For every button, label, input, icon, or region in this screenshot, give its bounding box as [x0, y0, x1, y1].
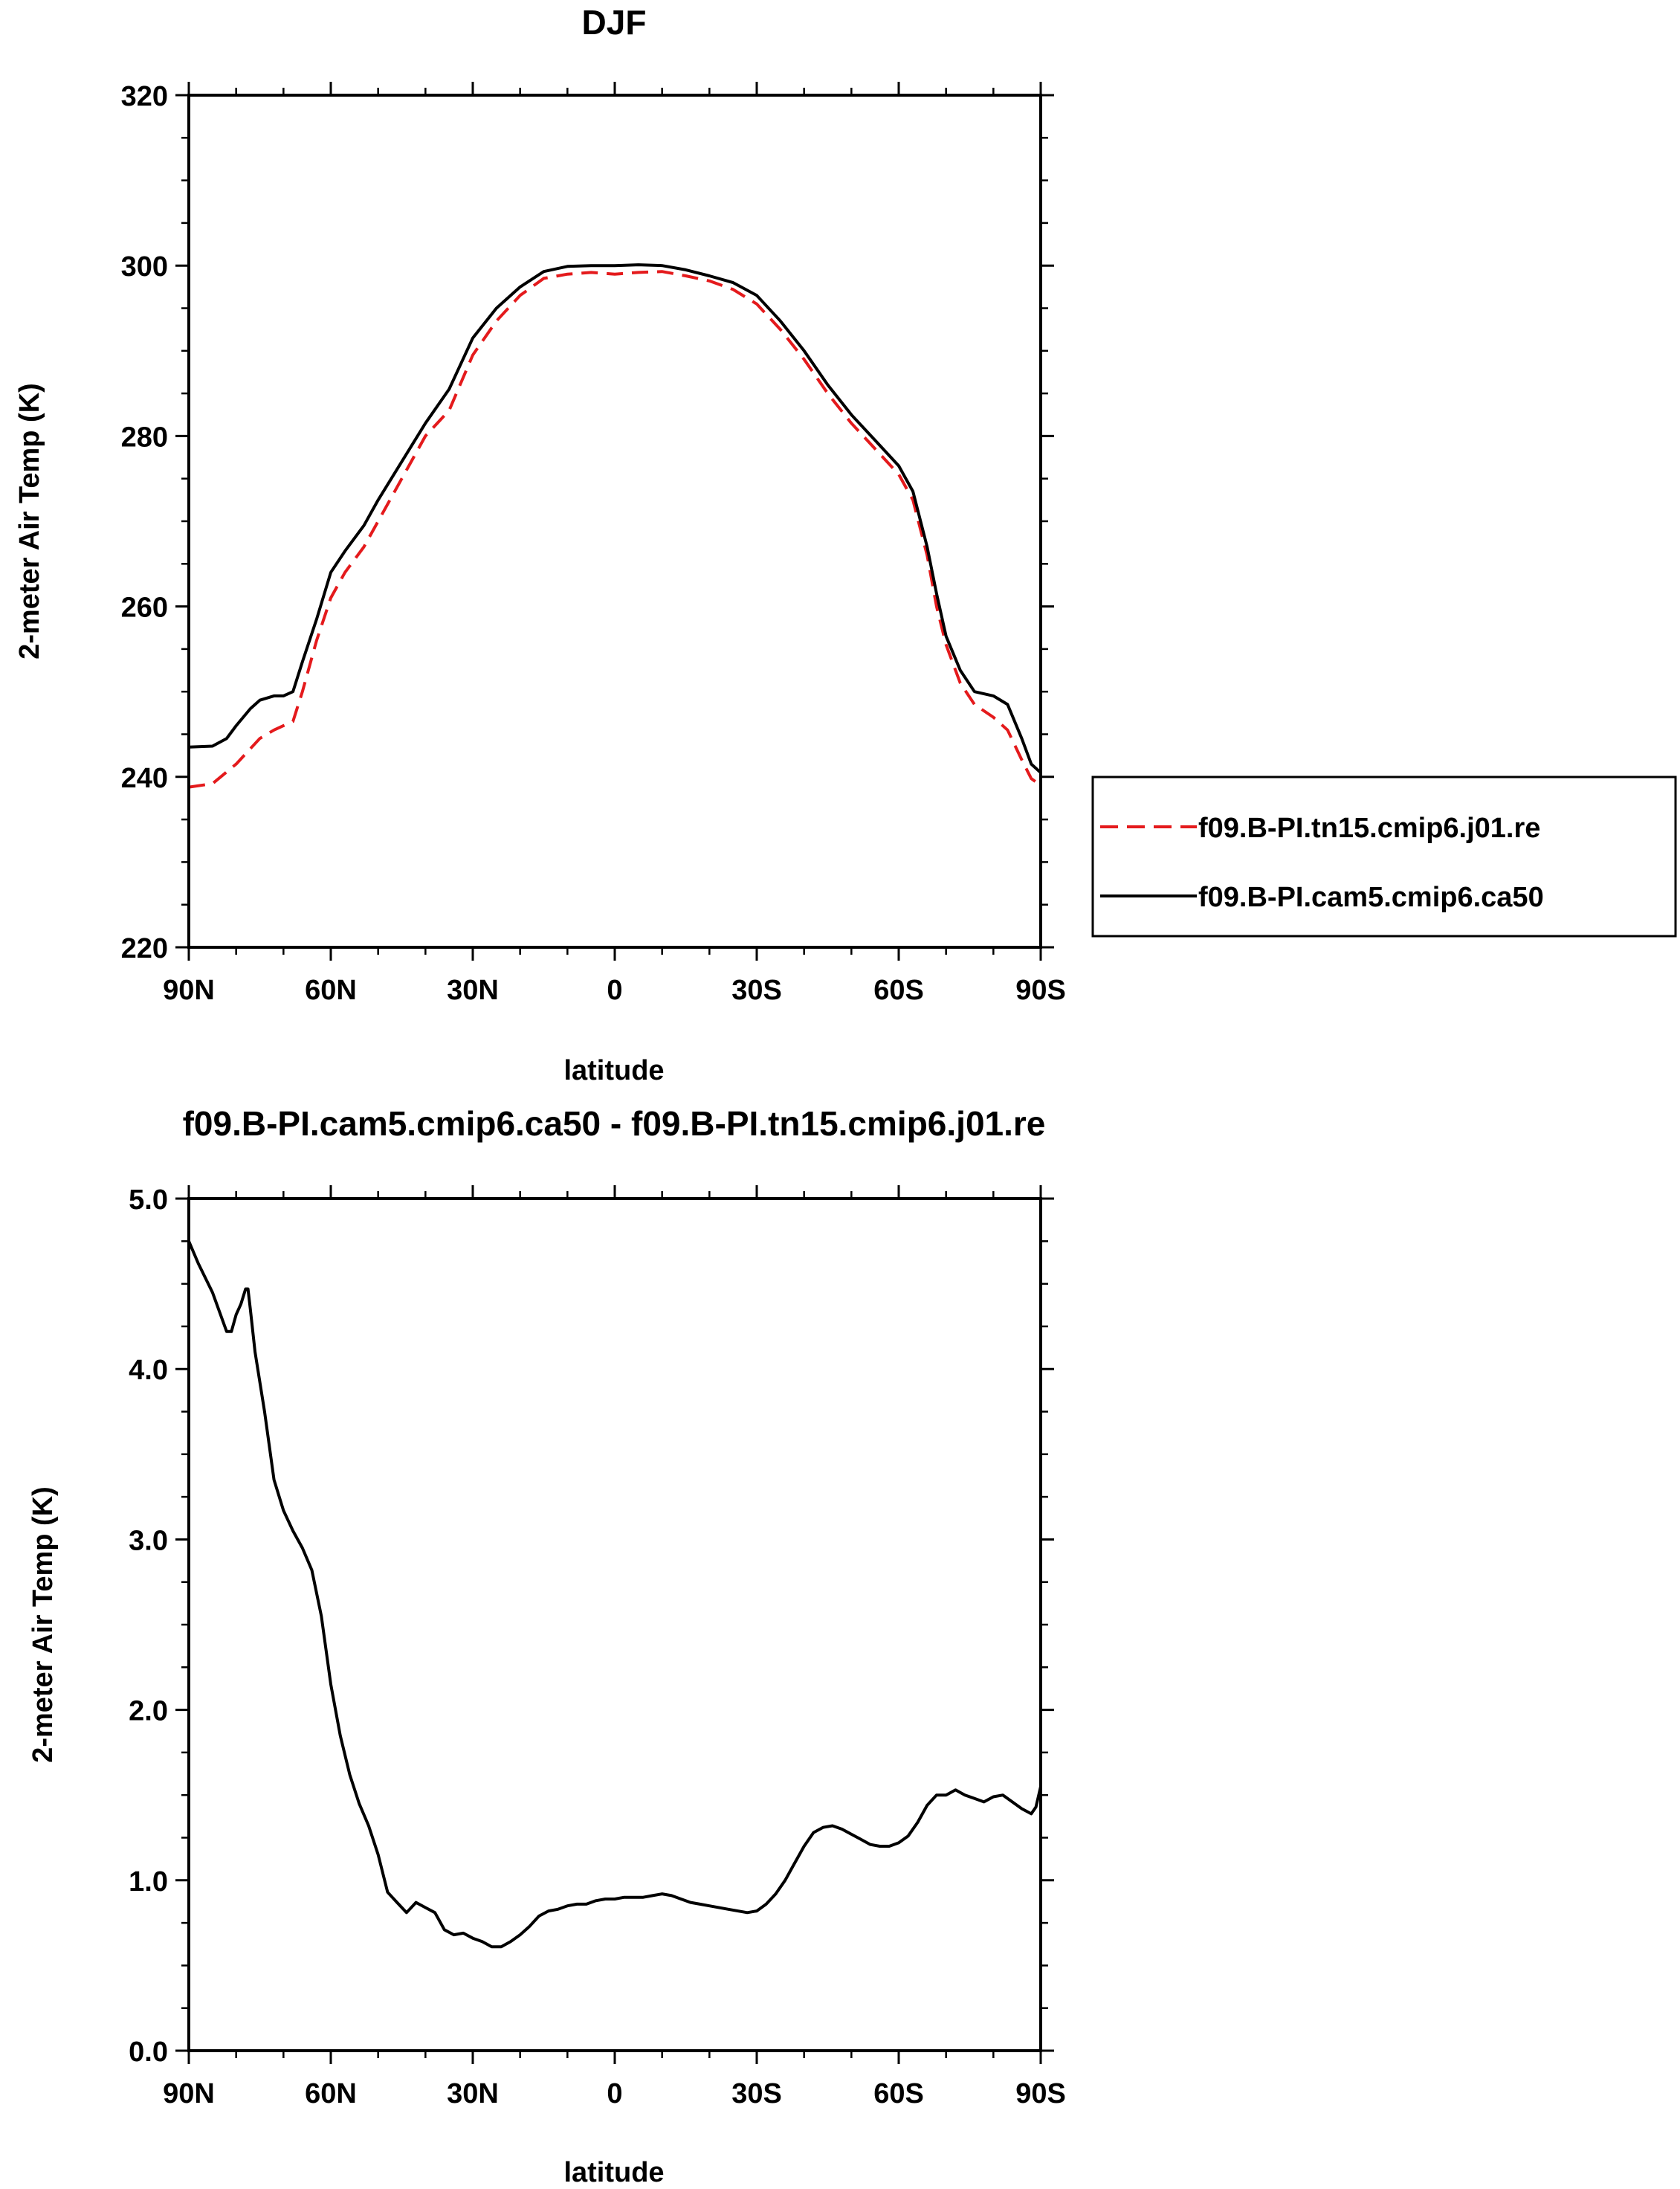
top-xtick-label: 30S — [731, 975, 782, 1006]
bottom-ytick-label: 5.0 — [129, 1184, 168, 1216]
top-series-line-1 — [188, 263, 1042, 774]
legend-label-tn15: f09.B-PI.tn15.cmip6.j01.re — [1198, 813, 1540, 844]
bottom-panel-xlabel: latitude — [563, 2157, 664, 2188]
bottom-series-line-0 — [187, 1240, 1042, 1949]
top-panel-title: DJF — [582, 3, 647, 42]
bottom-ytick-label: 0.0 — [129, 2037, 168, 2068]
top-xtick-label: 30N — [447, 975, 499, 1006]
legend: f09.B-PI.tn15.cmip6.j01.re f09.B-PI.cam5… — [1091, 776, 1677, 938]
bottom-ytick-label: 1.0 — [129, 1866, 168, 1898]
legend-label-cam5: f09.B-PI.cam5.cmip6.ca50 — [1198, 882, 1544, 913]
top-xtick-label: 60S — [873, 975, 924, 1006]
top-ytick-label: 240 — [121, 763, 168, 794]
bottom-xtick-label: 30S — [731, 2078, 782, 2109]
top-xtick-label: 60N — [305, 975, 357, 1006]
legend-box — [1091, 776, 1677, 938]
bottom-ytick-label: 4.0 — [129, 1355, 168, 1386]
bottom-xtick-label: 90S — [1015, 2078, 1066, 2109]
bottom-panel-title: f09.B-PI.cam5.cmip6.ca50 - f09.B-PI.tn15… — [183, 1104, 1046, 1143]
top-panel-ylabel: 2-meter Air Temp (K) — [14, 383, 45, 660]
top-xtick-label: 90N — [163, 975, 215, 1006]
top-ytick-label: 220 — [121, 933, 168, 964]
top-panel: DJF 90N 60N 30N 0 30S 60S 90S 220 240 260 280 300 32… — [14, 3, 1066, 1086]
top-series-line-0 — [188, 270, 1042, 789]
top-panel-xlabel: latitude — [563, 1055, 664, 1086]
top-xtick-label: 90S — [1015, 975, 1066, 1006]
top-xtick-label: 0 — [607, 975, 622, 1006]
top-ytick-label: 280 — [121, 422, 168, 453]
bottom-panel-series-group — [187, 1240, 1042, 1949]
top-panel-ticks: 90N 60N 30N 0 30S 60S 90S 220 240 260 280 300 320 — [121, 81, 1066, 1006]
bottom-ytick-label: 2.0 — [129, 1696, 168, 1727]
top-ytick-label: 260 — [121, 593, 168, 624]
bottom-panel: f09.B-PI.cam5.cmip6.ca50 - f09.B-PI.tn15… — [28, 1104, 1066, 2188]
bottom-xtick-label: 60N — [305, 2078, 357, 2109]
top-ytick-label: 320 — [121, 81, 168, 112]
bottom-xtick-label: 60S — [873, 2078, 924, 2109]
bottom-xtick-label: 30N — [447, 2078, 499, 2109]
bottom-ytick-label: 3.0 — [129, 1525, 168, 1556]
top-ytick-label: 300 — [121, 251, 168, 283]
bottom-xtick-label: 90N — [163, 2078, 215, 2109]
bottom-panel-ticks: 90N 60N 30N 0 30S 60S 90S 0.0 1.0 2.0 3.0 4.0 5.0 — [129, 1184, 1066, 2109]
bottom-panel-ylabel: 2-meter Air Temp (K) — [28, 1486, 59, 1763]
top-panel-series-group — [188, 263, 1042, 789]
bottom-xtick-label: 0 — [607, 2078, 622, 2109]
